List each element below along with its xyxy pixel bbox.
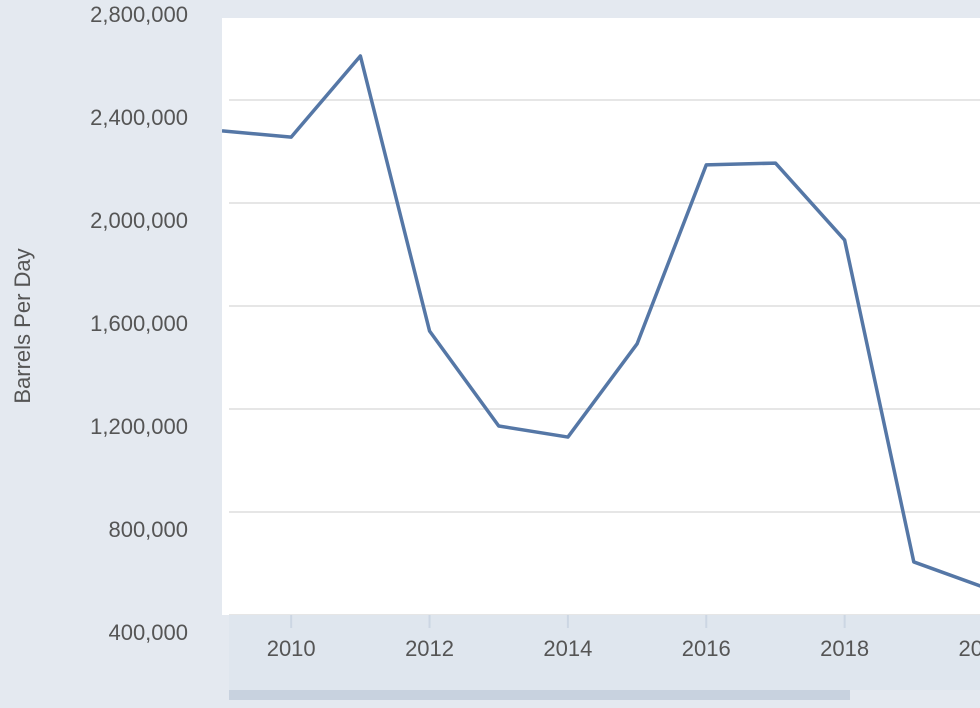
y-tick-label: 2,800,000 (90, 2, 188, 27)
y-axis-title: Barrels Per Day (10, 248, 35, 403)
y-tick-label: 2,000,000 (90, 208, 188, 233)
lines (222, 54, 980, 588)
x-tick-label: 2016 (682, 636, 731, 661)
y-tick-label: 400,000 (108, 620, 188, 645)
y-tick-label: 1,200,000 (90, 414, 188, 439)
x-axis-band (229, 615, 980, 690)
x-tick-label: 2012 (405, 636, 454, 661)
plot-area (222, 18, 980, 615)
x-tick-label: 2020 (959, 636, 980, 661)
y-tick-label: 1,600,000 (90, 311, 188, 336)
grid (229, 99, 980, 615)
y-tick-label: 800,000 (108, 517, 188, 542)
scrollbar[interactable] (229, 690, 850, 700)
x-tick-label: 2018 (820, 636, 869, 661)
y-tick-label: 2,400,000 (90, 105, 188, 130)
x-tick-label: 2014 (543, 636, 592, 661)
x-tick-label: 2010 (267, 636, 316, 661)
data-line (222, 54, 980, 588)
